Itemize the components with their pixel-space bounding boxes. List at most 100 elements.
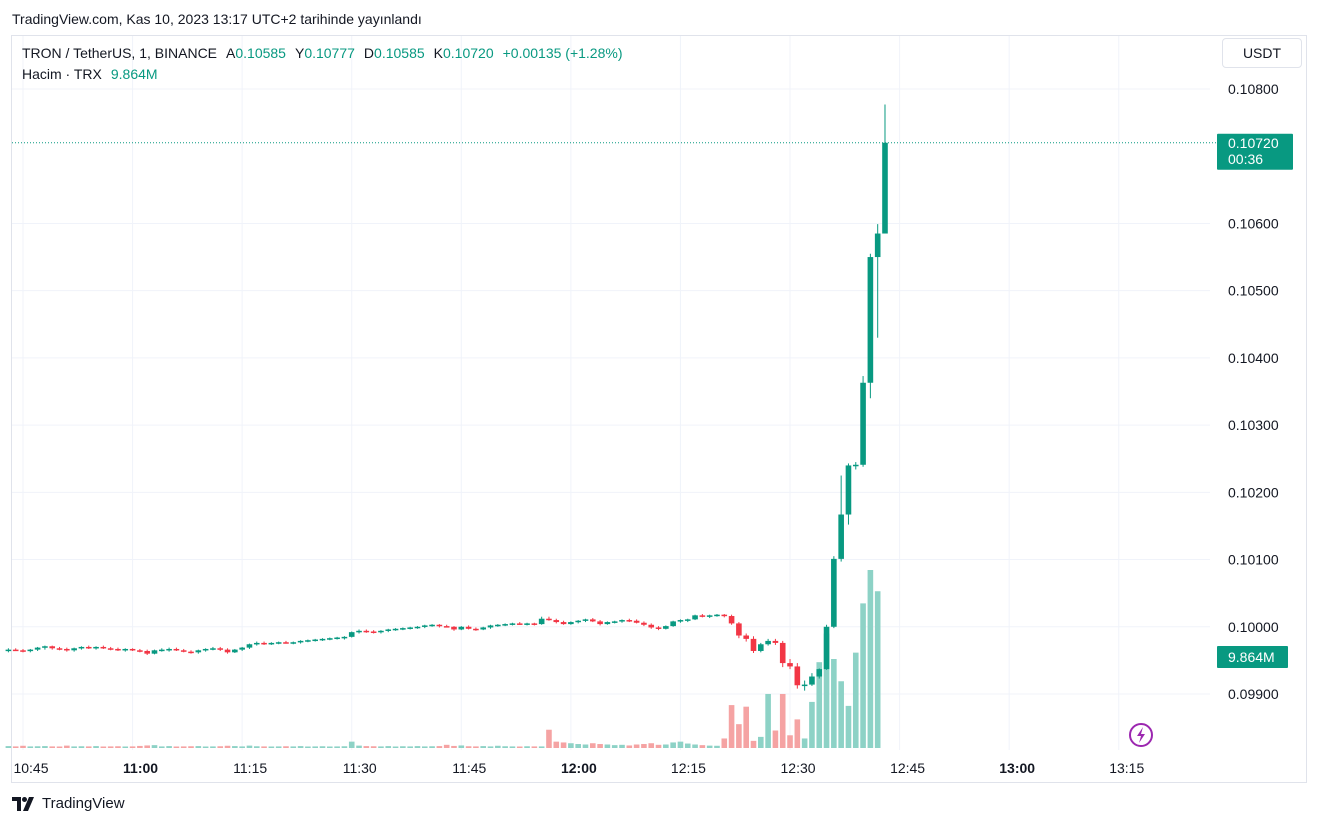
candle xyxy=(684,618,691,623)
candle-body xyxy=(816,669,823,677)
volume-title[interactable]: Hacim · TRX xyxy=(22,66,102,82)
chart-legend: TRON / TetherUS, 1, BINANCE A0.10585 Y0.10… xyxy=(22,43,622,85)
volume-bar xyxy=(64,745,70,748)
candle xyxy=(49,645,56,650)
volume-bar xyxy=(195,746,202,748)
volume-bar xyxy=(370,746,377,748)
candle xyxy=(867,253,874,399)
candle xyxy=(246,643,253,649)
volume-bar xyxy=(42,746,48,748)
candle-body xyxy=(78,646,85,649)
price-tick-label: 0.10500 xyxy=(1228,283,1279,299)
last-price-tag-value: 0.10720 xyxy=(1228,135,1279,151)
volume-bar xyxy=(5,746,12,748)
candle xyxy=(655,626,662,631)
candle-body xyxy=(845,465,852,515)
candle xyxy=(589,618,596,623)
volume-bar xyxy=(334,746,340,748)
candle xyxy=(180,648,187,653)
tradingview-logo[interactable]: TradingView xyxy=(12,795,125,812)
volume-bar xyxy=(71,746,77,748)
candle-body xyxy=(568,622,574,625)
volume-bar xyxy=(516,746,523,748)
volume-bar xyxy=(874,591,881,748)
candle xyxy=(348,631,355,638)
candle xyxy=(327,637,333,641)
volume-bar xyxy=(582,744,589,748)
volume-bar xyxy=(268,746,275,748)
candle-body xyxy=(487,625,494,628)
volume-value: 9.864M xyxy=(110,66,158,82)
volume-bar xyxy=(597,744,603,748)
candle xyxy=(224,648,231,654)
candle xyxy=(144,649,150,656)
candle-body xyxy=(49,646,56,649)
candle-body xyxy=(385,629,392,631)
volume-bar xyxy=(538,746,545,748)
candle xyxy=(823,624,830,670)
candle-body xyxy=(348,632,355,637)
candle-body xyxy=(655,627,662,629)
candle-body xyxy=(480,627,487,630)
candle-body xyxy=(641,622,647,625)
grid-lines xyxy=(12,36,1210,750)
volume-bar xyxy=(414,746,421,748)
candle xyxy=(5,648,12,653)
volume-bar xyxy=(378,746,384,748)
candle xyxy=(297,640,304,644)
volume-bar xyxy=(524,746,530,748)
candle xyxy=(816,668,823,679)
candle xyxy=(429,624,435,627)
candle xyxy=(414,626,421,629)
candle-body xyxy=(137,650,143,652)
candle xyxy=(71,647,77,652)
candle-body xyxy=(451,626,457,630)
candle-body xyxy=(319,638,326,641)
candle xyxy=(473,627,479,631)
volume-bar xyxy=(129,746,136,748)
candle xyxy=(765,638,771,646)
candle xyxy=(809,673,815,686)
candle-body xyxy=(560,622,567,625)
volume-bar xyxy=(765,693,771,748)
volume-bar xyxy=(553,741,560,748)
candle-body xyxy=(882,142,888,234)
candle-body xyxy=(297,640,304,643)
candle-body xyxy=(421,625,428,627)
candle xyxy=(436,624,443,628)
volume-bar xyxy=(692,744,698,748)
volume-bar xyxy=(589,743,596,748)
candle xyxy=(378,630,384,634)
candle xyxy=(217,646,224,651)
volume-bar xyxy=(699,745,706,748)
candle xyxy=(611,620,618,624)
candle-body xyxy=(20,650,26,652)
candle-body xyxy=(611,621,618,623)
volume-bar xyxy=(831,659,837,748)
volume-row: Hacim · TRX 9.864M xyxy=(22,64,622,85)
bolt-icon-glyph xyxy=(1137,727,1145,743)
candle xyxy=(458,626,465,631)
volume-bar xyxy=(823,633,830,748)
candle-body xyxy=(122,648,129,651)
candle-body xyxy=(429,624,435,627)
candle-body xyxy=(750,638,757,651)
tradingview-logo-icon xyxy=(12,796,34,811)
candle xyxy=(604,621,611,625)
volume-bar xyxy=(728,705,735,748)
price-tick-label: 0.10400 xyxy=(1228,350,1279,366)
volume-bar xyxy=(663,744,669,748)
candle-body xyxy=(860,382,866,465)
time-tick-label: 12:00 xyxy=(561,760,597,776)
currency-button[interactable]: USDT xyxy=(1222,38,1302,68)
volume-bar xyxy=(421,746,428,748)
volume-bar xyxy=(706,745,713,748)
candle-body xyxy=(239,647,245,650)
candle-body xyxy=(5,649,12,652)
symbol-title[interactable]: TRON / TetherUS, 1, BINANCE xyxy=(22,45,218,61)
volume-bar xyxy=(546,729,552,748)
candle xyxy=(546,616,552,621)
candle-body xyxy=(831,558,837,627)
price-tick-label: 0.10600 xyxy=(1228,215,1279,231)
